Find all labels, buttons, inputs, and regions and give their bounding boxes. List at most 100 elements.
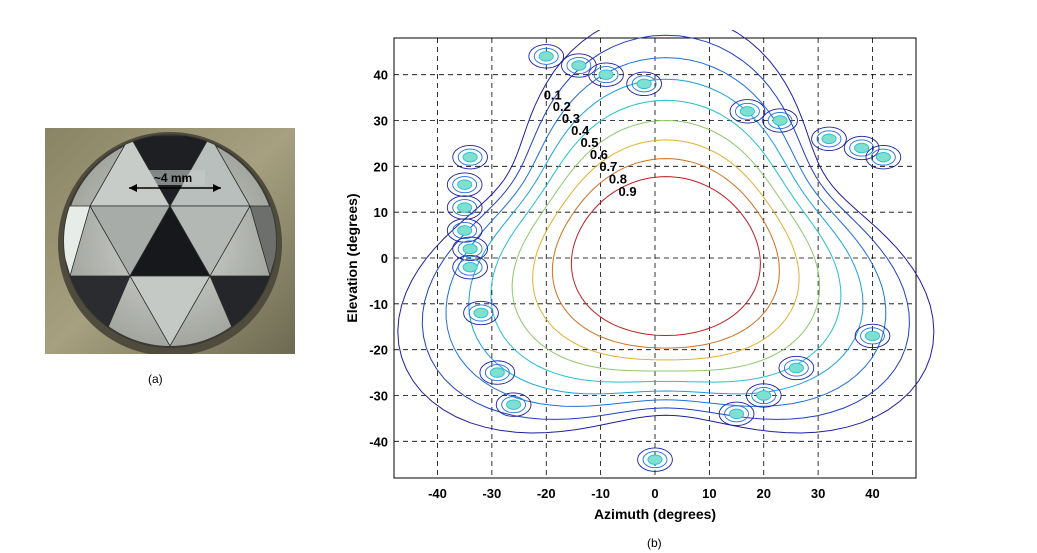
y-tick-label: -40 (369, 434, 388, 449)
grid-lines (394, 38, 916, 478)
spot-contour (875, 151, 891, 163)
spot-contour (489, 367, 505, 378)
spot-contour (495, 392, 532, 417)
spot-contour (843, 135, 880, 161)
spot-contour (729, 408, 745, 420)
contour-level-0.7 (532, 139, 800, 361)
level-labels: 0.10.20.30.40.50.60.70.80.9 (544, 87, 637, 198)
spot-contour (788, 362, 804, 374)
level-label-0.9: 0.9 (618, 184, 636, 199)
spot-contour (457, 240, 483, 258)
x-tick-label: 20 (757, 486, 771, 501)
spot-contour (588, 62, 624, 87)
spot-contour (457, 179, 473, 190)
spot-contour (636, 78, 652, 90)
spot-contour (452, 176, 478, 194)
panel-a-caption: (a) (148, 372, 163, 386)
y-tick-label: -30 (369, 389, 388, 404)
spot-contour (811, 126, 847, 152)
x-tick-label: 40 (865, 486, 879, 501)
spot-contour (528, 44, 565, 69)
spot-contour (561, 53, 597, 78)
spot-contour (724, 405, 749, 423)
contour-level-0.3 (445, 57, 887, 407)
contour-level-0.8 (551, 158, 780, 349)
spot-contour (452, 254, 488, 280)
spot-contour (735, 102, 760, 120)
spot-contour (452, 236, 488, 262)
spot-contour (864, 330, 881, 342)
y-tick-label: 0 (381, 251, 388, 266)
spot-contour (772, 115, 788, 126)
spot-contour (821, 133, 837, 145)
y-tick-label: 30 (374, 114, 388, 129)
spot-contour (767, 111, 793, 130)
spot-contour (446, 172, 483, 197)
spot-contour (538, 51, 554, 62)
spot-contour (865, 144, 902, 170)
spot-contour (506, 399, 522, 410)
spot-contour (457, 148, 483, 166)
spot-contour (479, 360, 516, 385)
panel-b-caption: (b) (647, 536, 662, 550)
spot-contour (729, 99, 766, 124)
prism-photo: ~4 mm (45, 128, 295, 354)
y-tick-labels: -40 -30 -20 -10 0 10 20 30 40 (369, 68, 388, 450)
spot-contour (642, 451, 668, 469)
y-tick-label: 10 (374, 205, 388, 220)
y-tick-label: -10 (369, 297, 388, 312)
spot-contour (446, 218, 483, 243)
y-axis-label: Elevation (degrees) (344, 193, 360, 322)
spot-contour (860, 327, 885, 345)
spot-contour (870, 148, 896, 166)
x-tick-label: -40 (428, 486, 447, 501)
spot-contour (462, 243, 478, 255)
spot-contour (783, 359, 809, 377)
spot-contour (593, 66, 619, 84)
level-label-0.2: 0.2 (553, 99, 571, 114)
level-label-0.7: 0.7 (599, 159, 617, 174)
spot-contour (468, 304, 494, 322)
level-label-0.4: 0.4 (571, 123, 590, 138)
spot-contour (457, 202, 473, 213)
level-label-0.1: 0.1 (544, 87, 562, 102)
spot-contour (647, 454, 663, 465)
spot-contour (854, 142, 870, 154)
y-tick-label: -20 (369, 343, 388, 358)
spot-contour (457, 258, 483, 276)
spot-contour (484, 364, 510, 382)
x-tick-label: 30 (811, 486, 825, 501)
scale-label: ~4 mm (154, 171, 192, 185)
spot-contour (473, 307, 489, 319)
contour-level-0.1 (397, 30, 935, 434)
spot-contour (462, 151, 478, 163)
level-label-0.8: 0.8 (609, 171, 627, 186)
contour-level-0.9 (570, 176, 761, 337)
contour-chart: 0.10.20.30.40.50.60.70.80.9 -40 -30 -20 -10… (344, 30, 935, 522)
spot-contour (571, 60, 587, 71)
x-tick-label: 0 (651, 486, 658, 501)
level-label-0.5: 0.5 (580, 135, 598, 150)
x-tick-labels: -40 -30 -20 -10 0 10 20 30 40 (428, 486, 880, 501)
spot-contour (756, 390, 772, 401)
spot-contour (457, 225, 473, 236)
spot-contour (816, 130, 842, 148)
contour-level-0.5 (490, 99, 842, 383)
spot-contour (739, 106, 755, 117)
spot-contour (637, 447, 673, 472)
x-tick-label: 10 (702, 486, 716, 501)
spot-contour (501, 396, 527, 414)
spot-contour (463, 300, 499, 326)
y-tick-label: 40 (374, 68, 388, 83)
spot-contour (762, 108, 798, 133)
y-tick-label: 20 (374, 159, 388, 174)
spot-contour (745, 383, 782, 408)
x-tick-label: -20 (537, 486, 556, 501)
spot-contour (446, 195, 483, 220)
spot-contour (462, 261, 478, 273)
x-tick-label: -30 (482, 486, 501, 501)
contour-level-0.2 (421, 34, 910, 420)
spot-contours (446, 44, 902, 472)
x-axis-label: Azimuth (degrees) (594, 506, 716, 522)
spot-contour (598, 69, 614, 80)
